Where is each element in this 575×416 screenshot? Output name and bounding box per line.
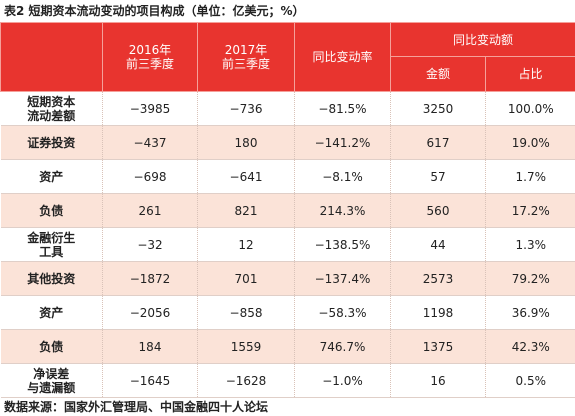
table-cell: −736	[197, 91, 295, 126]
table-cell: 44	[390, 227, 486, 262]
row-label: 其他投资	[0, 261, 103, 296]
table-cell: −3985	[102, 91, 198, 126]
table-body: 短期资本 流动差额 −3985 −736 −81.5% 3250 100.0% 证券投资 −4…	[0, 91, 575, 398]
table-row: 资产 −698 −641 −8.1% 57 1.7%	[0, 159, 575, 194]
table-cell: −1628	[197, 363, 295, 398]
table-cell: 1.3%	[484, 227, 575, 262]
table-cell: 42.3%	[484, 329, 575, 364]
table-cell: −81.5%	[294, 91, 391, 126]
header-cell: 同比变动额	[389, 22, 575, 57]
row-label: 负债	[0, 193, 103, 228]
row-label: 短期资本 流动差额	[0, 91, 103, 126]
table-row: 负债 261 821 214.3% 560 17.2%	[0, 193, 575, 228]
table-cell: 1198	[390, 295, 486, 330]
table-cell: −698	[102, 159, 198, 194]
table-cell: −641	[197, 159, 295, 194]
table-cell: 36.9%	[484, 295, 575, 330]
table-cell: 214.3%	[294, 193, 391, 228]
header-cell: 2016年 前三季度	[102, 22, 198, 92]
table-row: 资产 −2056 −858 −58.3% 1198 36.9%	[0, 295, 575, 330]
table-cell: −141.2%	[294, 125, 391, 160]
table-cell: −137.4%	[294, 261, 391, 296]
table-cell: 184	[102, 329, 198, 364]
table-cell: 3250	[390, 91, 486, 126]
table-cell: −1872	[102, 261, 198, 296]
table-cell: 2573	[390, 261, 486, 296]
row-label: 证券投资	[0, 125, 103, 160]
table-title: 表2 短期资本流动变动的项目构成（单位：亿美元；%）	[4, 4, 305, 18]
table-cell: 1.7%	[484, 159, 575, 194]
table-cell: −58.3%	[294, 295, 391, 330]
table-cell: −2056	[102, 295, 198, 330]
row-label: 净误差 与遗漏额	[0, 363, 103, 398]
table-cell: 100.0%	[484, 91, 575, 126]
row-label: 资产	[0, 295, 103, 330]
table-cell: 79.2%	[484, 261, 575, 296]
source-note: 数据来源：国家外汇管理局、中国金融四十人论坛	[4, 400, 269, 414]
row-label: 负债	[0, 329, 103, 364]
table-cell: 57	[390, 159, 486, 194]
table-cell: 19.0%	[484, 125, 575, 160]
table-cell: 701	[197, 261, 295, 296]
table-cell: 180	[197, 125, 295, 160]
table-cell: −8.1%	[294, 159, 391, 194]
row-label: 金融衍生 工具	[0, 227, 103, 262]
table-row: 负债 184 1559 746.7% 1375 42.3%	[0, 329, 575, 364]
data-table: 2016年 前三季度 2017年 前三季度 同比变动率 同比变动额 金额 占比 …	[0, 22, 575, 398]
table-row: 短期资本 流动差额 −3985 −736 −81.5% 3250 100.0%	[0, 91, 575, 126]
table-cell: 1375	[390, 329, 486, 364]
header-cell: 占比	[484, 56, 575, 92]
table-row: 其他投资 −1872 701 −137.4% 2573 79.2%	[0, 261, 575, 296]
table-row: 证券投资 −437 180 −141.2% 617 19.0%	[0, 125, 575, 160]
table-cell: −1.0%	[294, 363, 391, 398]
table-cell: −1645	[102, 363, 198, 398]
table-cell: −138.5%	[294, 227, 391, 262]
table-cell: 12	[197, 227, 295, 262]
table-cell: −858	[197, 295, 295, 330]
table-cell: 0.5%	[484, 363, 575, 398]
table-cell: 1559	[197, 329, 295, 364]
table-row: 净误差 与遗漏额 −1645 −1628 −1.0% 16 0.5%	[0, 363, 575, 398]
table-cell: 617	[390, 125, 486, 160]
table-header: 2016年 前三季度 2017年 前三季度 同比变动率 同比变动额 金额 占比	[0, 22, 575, 92]
table-cell: 261	[102, 193, 198, 228]
header-cell: 2017年 前三季度	[197, 22, 295, 92]
header-cell	[0, 22, 103, 92]
header-cell: 金额	[390, 56, 486, 92]
table-cell: −32	[102, 227, 198, 262]
table-cell: 746.7%	[294, 329, 391, 364]
table-cell: −437	[102, 125, 198, 160]
row-label: 资产	[0, 159, 103, 194]
table-cell: 821	[197, 193, 295, 228]
table-cell: 560	[390, 193, 486, 228]
table-cell: 16	[390, 363, 486, 398]
table-cell: 17.2%	[484, 193, 575, 228]
table-row: 金融衍生 工具 −32 12 −138.5% 44 1.3%	[0, 227, 575, 262]
header-cell: 同比变动率	[294, 22, 391, 92]
